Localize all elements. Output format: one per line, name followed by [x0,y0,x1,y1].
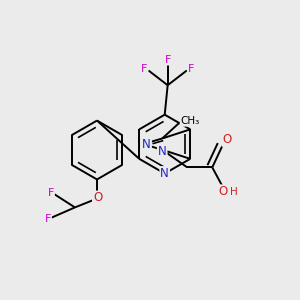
Text: F: F [141,64,147,74]
Text: F: F [45,214,51,224]
Text: H: H [230,187,238,197]
Text: O: O [222,133,232,146]
Text: F: F [48,188,54,198]
Text: O: O [218,185,228,198]
Text: F: F [164,55,171,64]
Text: N: N [142,138,151,151]
Text: N: N [160,167,169,180]
Text: F: F [188,64,194,74]
Text: N: N [158,145,167,158]
Text: CH₃: CH₃ [181,116,200,126]
Text: O: O [93,191,102,205]
